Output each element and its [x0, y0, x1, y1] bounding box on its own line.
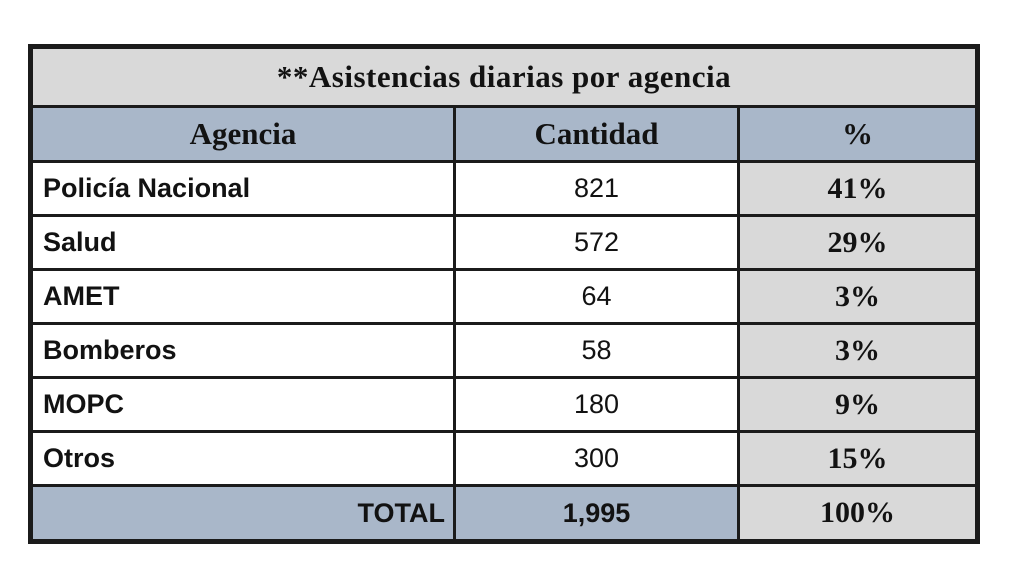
cantidad-cell: 64	[453, 268, 740, 325]
pct-cell: 3%	[737, 322, 979, 379]
table-row: Bomberos 58 3%	[29, 322, 979, 379]
table-row: AMET 64 3%	[29, 268, 979, 325]
cantidad-cell: 821	[453, 160, 740, 217]
table-row: Policía Nacional 821 41%	[29, 160, 979, 217]
table-title: **Asistencias diarias por agencia	[29, 45, 979, 108]
pct-cell: 41%	[737, 160, 979, 217]
column-header-pct: %	[737, 105, 979, 163]
agencia-cell: Salud	[29, 214, 456, 271]
agencia-cell: Policía Nacional	[29, 160, 456, 217]
cantidad-cell: 300	[453, 430, 740, 487]
column-header-agencia: Agencia	[29, 105, 456, 163]
total-cantidad-cell: 1,995	[453, 484, 740, 543]
asistencias-table: **Asistencias diarias por agencia Agenci…	[28, 44, 980, 544]
cantidad-cell: 572	[453, 214, 740, 271]
pct-cell: 15%	[737, 430, 979, 487]
table-title-row: **Asistencias diarias por agencia	[29, 45, 979, 108]
pct-cell: 3%	[737, 268, 979, 325]
total-pct-cell: 100%	[737, 484, 979, 543]
agencia-cell: Bomberos	[29, 322, 456, 379]
agencia-cell: AMET	[29, 268, 456, 325]
pct-cell: 9%	[737, 376, 979, 433]
table-header-row: Agencia Cantidad %	[29, 105, 979, 163]
total-label-cell: TOTAL	[29, 484, 456, 543]
table-row: Otros 300 15%	[29, 430, 979, 487]
column-header-cantidad: Cantidad	[453, 105, 740, 163]
cantidad-cell: 180	[453, 376, 740, 433]
agencia-cell: Otros	[29, 430, 456, 487]
cantidad-cell: 58	[453, 322, 740, 379]
table-row: Salud 572 29%	[29, 214, 979, 271]
agencia-cell: MOPC	[29, 376, 456, 433]
pct-cell: 29%	[737, 214, 979, 271]
table-total-row: TOTAL 1,995 100%	[29, 484, 979, 543]
table-row: MOPC 180 9%	[29, 376, 979, 433]
